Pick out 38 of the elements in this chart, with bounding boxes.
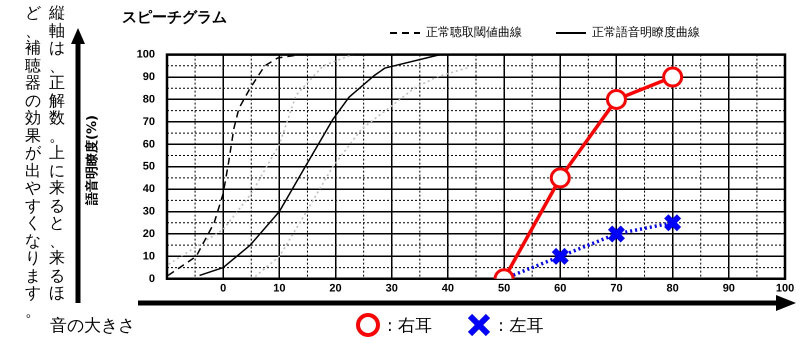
- x-tick-label: 60: [554, 282, 566, 294]
- line-series: [254, 66, 472, 278]
- x-tick-label: 30: [386, 282, 398, 294]
- y-tick-label: 80: [142, 93, 155, 106]
- y-tick-label: 90: [142, 71, 155, 84]
- legend-label: : 右耳: [387, 314, 432, 336]
- legend-label: 正常語音明瞭度曲線: [592, 24, 700, 41]
- point: [607, 224, 626, 244]
- x-tick-label: 40: [442, 282, 454, 294]
- x-tick-label: 100: [776, 282, 794, 294]
- y-tick-label: 30: [142, 206, 155, 218]
- x-tick-label: 80: [666, 282, 679, 294]
- point: [606, 88, 627, 110]
- x-tick-label: 50: [498, 282, 510, 294]
- point: [550, 167, 571, 188]
- y-tick-label: 0: [148, 272, 155, 285]
- x-tick-label: 10: [273, 282, 286, 294]
- text: 縦軸は、正解数。上に来ると、来るほ: [49, 3, 65, 302]
- legend-label: 正常聴取閾値曲線: [426, 24, 522, 41]
- x-tick-label: 90: [722, 282, 735, 294]
- y-tick-label: 20: [142, 228, 155, 240]
- x-tick-label: 0: [220, 282, 226, 294]
- x-tick-label: 70: [610, 282, 623, 294]
- y-tick-label: 70: [142, 116, 155, 128]
- y-tick-label: 40: [142, 183, 155, 196]
- legend-label: : 左耳: [498, 314, 544, 336]
- y-tick-label: 100: [136, 48, 155, 61]
- point: [550, 247, 570, 266]
- y-tick-label: 10: [142, 250, 155, 262]
- point: [662, 66, 684, 88]
- y-tick-label: 60: [142, 138, 155, 150]
- chart-title: スピーチグラム: [122, 8, 227, 27]
- x-tick-label: 20: [329, 282, 342, 294]
- y-axis-title: 語音明瞭度(%): [84, 115, 101, 205]
- y-tick-label: 50: [142, 160, 155, 173]
- point: [663, 213, 682, 232]
- x-axis-title: 音の大きさ: [50, 315, 135, 337]
- text: ど、補聴器の効果が出やすくなります。: [25, 3, 41, 320]
